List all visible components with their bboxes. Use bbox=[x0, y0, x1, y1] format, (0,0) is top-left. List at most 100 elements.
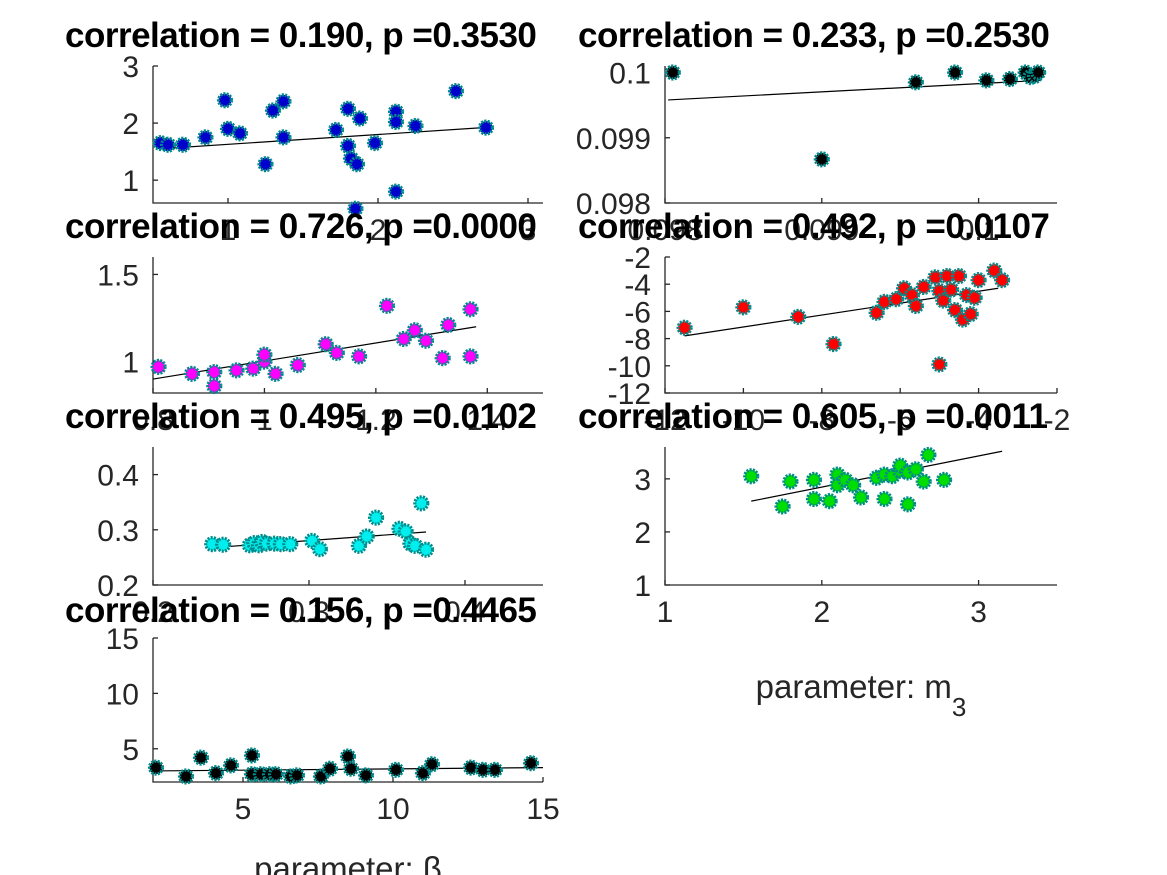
data-point bbox=[907, 74, 924, 91]
data-point bbox=[845, 477, 862, 494]
data-point bbox=[367, 509, 385, 526]
x-tick-label: 3 bbox=[520, 214, 537, 247]
data-point bbox=[821, 493, 838, 510]
y-tick-label: 10 bbox=[106, 678, 139, 711]
data-point bbox=[907, 461, 924, 478]
data-point bbox=[366, 134, 384, 152]
data-point bbox=[275, 129, 292, 146]
x-tick-label: 2 bbox=[813, 596, 830, 629]
axis-lines bbox=[664, 447, 1057, 586]
data-point bbox=[267, 365, 284, 382]
data-point bbox=[915, 473, 932, 490]
y-tick-label: 0.098 bbox=[576, 188, 651, 221]
x-axis-label-text: parameter: β bbox=[254, 850, 442, 875]
x-tick-label: 3 bbox=[970, 596, 987, 629]
x-tick-label: 10 bbox=[376, 793, 409, 826]
data-point bbox=[440, 316, 457, 334]
data-point bbox=[312, 768, 330, 785]
data-point bbox=[243, 747, 261, 764]
data-point bbox=[414, 765, 432, 782]
x-tick-label: 5 bbox=[235, 793, 252, 826]
axis-lines bbox=[152, 638, 543, 783]
data-point bbox=[183, 365, 201, 382]
data-point bbox=[357, 767, 375, 784]
x-tick-label: 1.2 bbox=[355, 404, 397, 437]
data-point bbox=[159, 136, 177, 153]
data-point bbox=[943, 281, 960, 298]
x-tick-label: 0.3 bbox=[288, 596, 330, 629]
data-point bbox=[150, 358, 167, 375]
x-axis-label: parameter: m3 bbox=[756, 668, 967, 722]
panel-title: correlation = 0.492, p =0.0107 bbox=[578, 207, 1049, 246]
data-point bbox=[275, 93, 292, 110]
y-tick-label: -2 bbox=[624, 242, 651, 275]
y-tick-label: 3 bbox=[634, 464, 651, 497]
data-point bbox=[406, 322, 423, 339]
data-point bbox=[813, 151, 830, 168]
data-point bbox=[477, 119, 495, 136]
data-point bbox=[288, 767, 306, 784]
data-point bbox=[222, 757, 240, 774]
data-point bbox=[387, 113, 405, 131]
y-tick-label: 3 bbox=[122, 51, 139, 84]
x-tick-label: 0.8 bbox=[132, 404, 174, 437]
y-tick-label: 0.1 bbox=[609, 58, 651, 91]
x-tick-label: -6 bbox=[887, 404, 914, 437]
data-point bbox=[231, 125, 249, 142]
x-tick-label: -10 bbox=[722, 404, 765, 437]
data-point bbox=[876, 490, 893, 508]
data-point bbox=[825, 335, 842, 353]
data-point bbox=[317, 336, 334, 353]
data-point bbox=[907, 297, 924, 315]
x-tick-label: 1.4 bbox=[466, 404, 508, 437]
data-point bbox=[664, 64, 681, 81]
y-tick-label: 2 bbox=[122, 108, 139, 141]
data-point bbox=[1001, 70, 1019, 88]
data-point bbox=[805, 471, 823, 489]
data-point bbox=[417, 541, 435, 558]
y-tick-label: 1.5 bbox=[97, 259, 139, 292]
panel-title: correlation = 0.495, p =0.0102 bbox=[65, 397, 536, 436]
data-point bbox=[282, 536, 299, 553]
data-point bbox=[311, 541, 329, 558]
y-tick-label: 15 bbox=[106, 623, 139, 656]
data-point bbox=[413, 495, 430, 512]
data-point bbox=[216, 92, 234, 109]
data-point bbox=[423, 756, 441, 773]
data-point bbox=[267, 766, 285, 783]
data-point bbox=[888, 291, 905, 308]
data-point bbox=[339, 748, 357, 765]
data-point bbox=[347, 200, 364, 217]
x-tick-label: 2 bbox=[370, 214, 387, 247]
scatter-panel-3: 1 1.5 0.8 1 1.2 1.4 correlation = 0.726, p =0.… bbox=[65, 207, 543, 437]
data-point bbox=[289, 357, 306, 374]
data-point bbox=[342, 760, 360, 777]
y-tick-label: 0.3 bbox=[97, 515, 139, 548]
data-point bbox=[774, 498, 791, 515]
data-point bbox=[397, 523, 414, 540]
y-tick-label: 2 bbox=[634, 517, 651, 550]
data-point bbox=[931, 356, 948, 373]
data-point bbox=[417, 332, 435, 349]
x-tick-label: -4 bbox=[965, 404, 992, 437]
y-tick-label: -4 bbox=[624, 269, 651, 302]
data-point bbox=[868, 304, 885, 321]
data-point bbox=[206, 377, 223, 395]
y-tick-label: 5 bbox=[122, 734, 139, 767]
y-tick-label: -6 bbox=[624, 296, 651, 329]
y-tick-label: -12 bbox=[608, 378, 651, 411]
x-axis-label-subscript: 3 bbox=[952, 692, 966, 722]
data-point bbox=[339, 100, 357, 117]
x-tick-label: 0.1 bbox=[958, 214, 1000, 247]
scatter-panel-4: -12-10-8-6-4-2-12 -10 -8 -6 -4 -2correlation … bbox=[578, 207, 1070, 437]
data-point bbox=[936, 471, 953, 489]
x-tick-label: 0.099 bbox=[784, 214, 859, 247]
data-point bbox=[351, 110, 369, 127]
data-point bbox=[256, 346, 273, 363]
data-point bbox=[304, 532, 321, 549]
data-point bbox=[257, 156, 274, 173]
y-tick-label: -10 bbox=[608, 351, 651, 384]
data-point bbox=[782, 473, 799, 490]
